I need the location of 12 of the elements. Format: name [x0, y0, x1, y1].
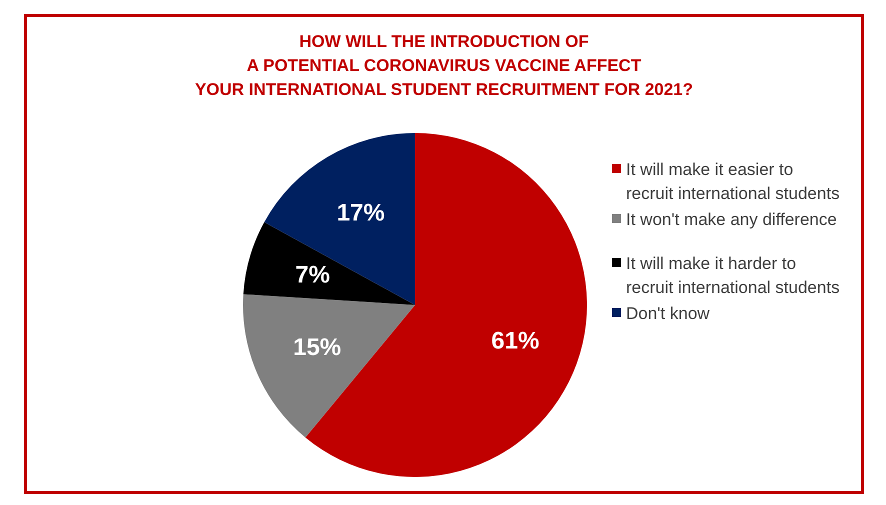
data-label: 7% [295, 262, 330, 289]
pie-slice [243, 222, 415, 305]
pie-slice [243, 294, 415, 438]
pie-slice [264, 133, 415, 305]
chart-title: HOW WILL THE INTRODUCTION OF A POTENTIAL CORONAVIRUS VACCINE AFFECT YOUR INTERNATIONAL STUDENT RECRUITMENT FOR 2021? [194, 31, 694, 101]
legend-label: It will make it harder to recruit international students [626, 253, 841, 299]
data-label: 15% [293, 334, 342, 361]
legend-label: It will make it easier to recruit international students [626, 159, 841, 205]
data-label: 17% [336, 200, 385, 227]
data-label: 61% [491, 328, 540, 355]
legend-label: Don't know [626, 303, 710, 325]
legend-label: It won't make any difference [626, 209, 837, 231]
